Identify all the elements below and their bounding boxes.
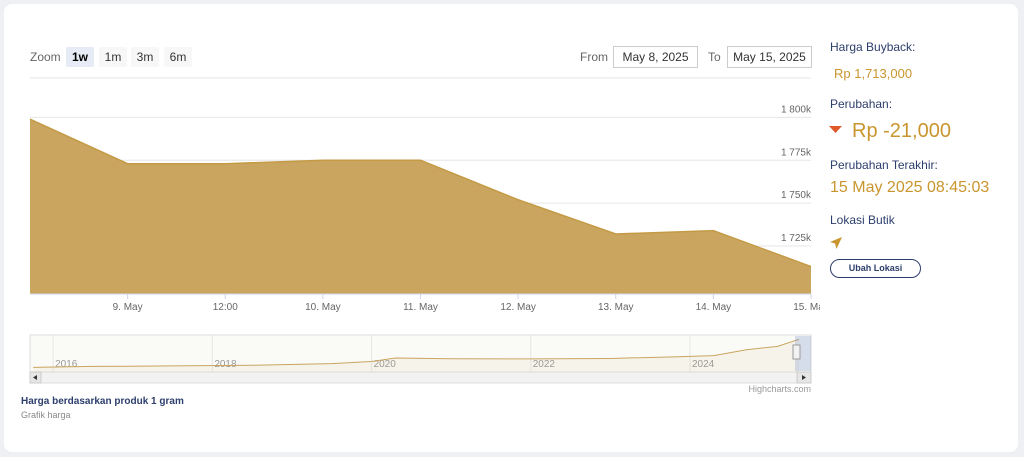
- footer-subtitle: Grafik harga: [21, 410, 71, 420]
- arrow-right: [802, 375, 806, 380]
- x-tick-label: 10. May: [305, 302, 341, 313]
- navigator-tick-label: 2020: [374, 359, 397, 370]
- zoom-button[interactable]: 6m: [164, 47, 192, 67]
- navigator-line: [33, 338, 800, 368]
- location-label: Lokasi Butik: [830, 213, 895, 227]
- location-icon[interactable]: [829, 236, 843, 250]
- change-label: Perubahan:: [830, 97, 893, 111]
- x-tick-label: 15. May: [793, 302, 820, 313]
- footer-title: Harga berdasarkan produk 1 gram: [21, 396, 184, 407]
- y-tick-label: 1 750k: [781, 190, 812, 201]
- navigator-tick-label: 2024: [692, 359, 715, 370]
- navigator-fill: [33, 339, 800, 372]
- navigator-tick-label: 2016: [55, 359, 78, 370]
- x-tick-label: 11. May: [403, 302, 438, 313]
- zoom-label: Zoom: [30, 50, 61, 64]
- x-tick-label: 13. May: [598, 302, 634, 313]
- y-tick-label: 1 725k: [781, 233, 812, 244]
- y-tick-label: 1 800k: [781, 104, 812, 115]
- x-tick-label: 9. May: [113, 302, 143, 313]
- buyback-value: Rp 1,713,000: [834, 66, 913, 81]
- zoom-button[interactable]: 1m: [99, 47, 127, 67]
- navigator-tick-label: 2018: [214, 359, 237, 370]
- credit: Highcharts.com: [748, 384, 811, 394]
- x-tick-label: 12:00: [213, 302, 238, 313]
- updated-label: Perubahan Terakhir:: [830, 158, 938, 172]
- scrollbar[interactable]: [29, 371, 812, 384]
- x-tick-label: 14. May: [696, 302, 732, 313]
- to-label: To: [708, 50, 721, 64]
- from-label: From: [580, 50, 608, 64]
- from-date[interactable]: May 8, 2025: [613, 46, 698, 68]
- down-icon: [829, 126, 842, 133]
- arrow-left: [33, 375, 37, 380]
- area-fill: [30, 119, 811, 295]
- area-line: [29, 118, 812, 268]
- change-location-button[interactable]: Ubah Lokasi: [830, 259, 921, 278]
- zoom-button[interactable]: 1w: [66, 47, 94, 67]
- to-date[interactable]: May 15, 2025: [727, 46, 812, 68]
- y-tick-label: 1 775k: [781, 147, 812, 158]
- buyback-label: Harga Buyback:: [830, 40, 916, 54]
- navigator-tick-label: 2022: [533, 359, 556, 370]
- x-tick-label: 12. May: [500, 302, 536, 313]
- zoom-button[interactable]: 3m: [131, 47, 159, 67]
- updated-value: 15 May 2025 08:45:03: [830, 179, 990, 196]
- change-value: Rp -21,000: [852, 120, 951, 142]
- navigator-handle[interactable]: [792, 344, 801, 360]
